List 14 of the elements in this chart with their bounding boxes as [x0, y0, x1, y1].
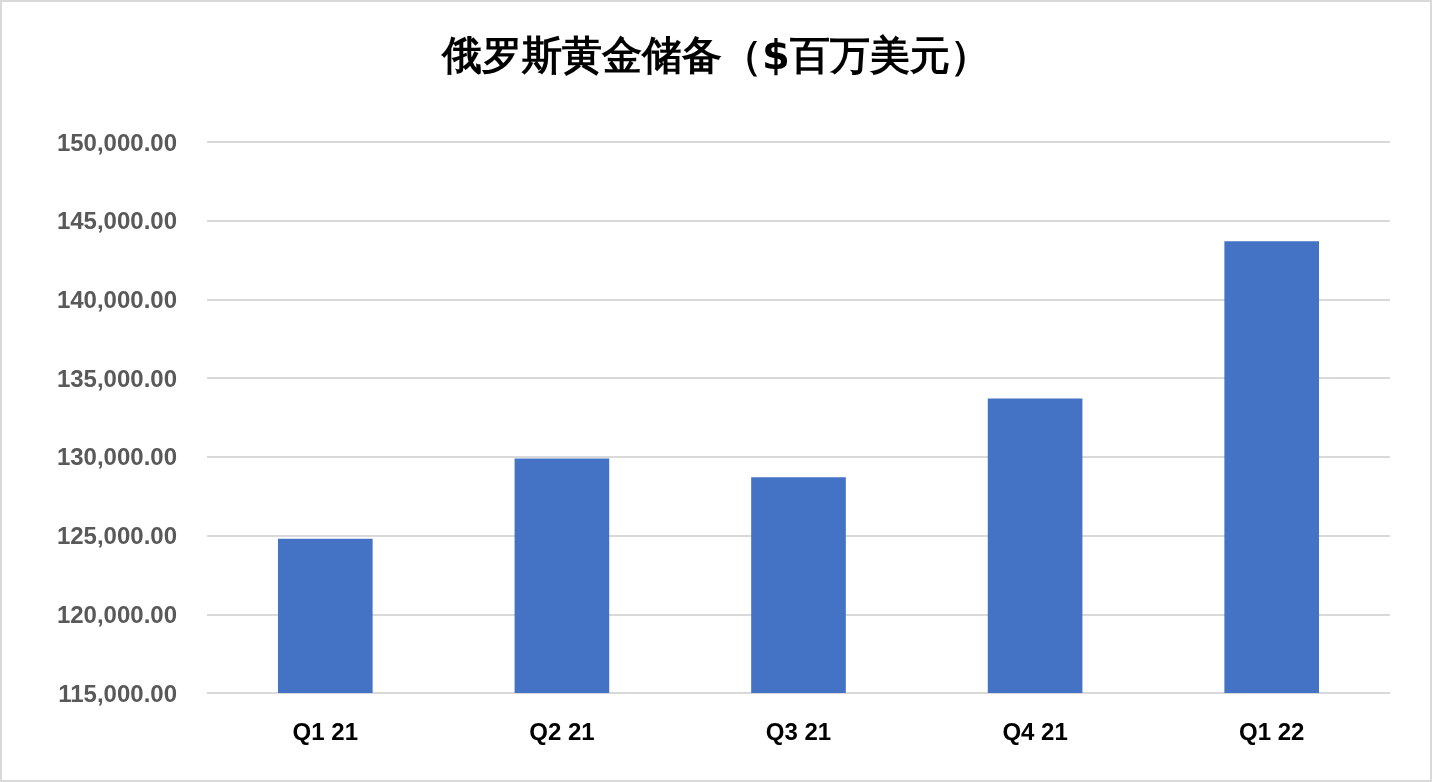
y-tick-label: 120,000.00 [56, 600, 177, 628]
chart-title: 俄罗斯黄金储备（$百万美元） [440, 32, 990, 78]
x-tick-label: Q2 21 [529, 717, 595, 745]
y-tick-label: 135,000.00 [56, 364, 177, 392]
x-tick-label: Q1 21 [292, 717, 358, 745]
y-tick-label: 150,000.00 [56, 128, 177, 156]
x-tick-label: Q4 21 [1002, 717, 1068, 745]
y-tick-label: 140,000.00 [56, 285, 177, 313]
y-tick-label: 125,000.00 [56, 522, 177, 550]
y-tick-label: 145,000.00 [56, 207, 177, 235]
x-tick-label: Q1 22 [1239, 717, 1305, 745]
x-tick-label: Q3 21 [765, 717, 832, 745]
y-tick-label: 115,000.00 [58, 679, 177, 707]
y-tick-label: 130,000.00 [56, 443, 177, 471]
